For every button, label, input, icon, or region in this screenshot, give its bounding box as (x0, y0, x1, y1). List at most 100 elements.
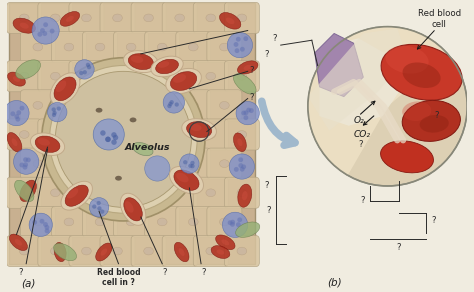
Circle shape (241, 111, 246, 115)
FancyBboxPatch shape (131, 61, 166, 92)
Text: Red blood
cell: Red blood cell (418, 9, 461, 29)
Text: Red blood
cell in ?: Red blood cell in ? (97, 267, 140, 287)
Text: ?: ? (361, 196, 365, 205)
Circle shape (308, 27, 467, 186)
FancyBboxPatch shape (82, 32, 118, 62)
Circle shape (55, 71, 191, 207)
Ellipse shape (7, 133, 22, 152)
Ellipse shape (126, 101, 136, 109)
Ellipse shape (219, 160, 229, 168)
Ellipse shape (58, 248, 63, 256)
Circle shape (23, 162, 28, 167)
Ellipse shape (82, 247, 91, 255)
Ellipse shape (175, 72, 184, 80)
FancyBboxPatch shape (207, 206, 242, 237)
Ellipse shape (113, 72, 122, 80)
Circle shape (43, 222, 48, 227)
Ellipse shape (182, 119, 217, 140)
FancyBboxPatch shape (207, 148, 242, 179)
Ellipse shape (131, 56, 143, 63)
FancyBboxPatch shape (69, 236, 104, 267)
Circle shape (45, 225, 49, 230)
Ellipse shape (50, 14, 60, 22)
Ellipse shape (236, 222, 260, 237)
Circle shape (19, 163, 24, 167)
FancyBboxPatch shape (207, 32, 242, 62)
Ellipse shape (100, 248, 107, 256)
Circle shape (229, 154, 255, 179)
Ellipse shape (381, 44, 462, 100)
Ellipse shape (187, 122, 211, 138)
FancyBboxPatch shape (224, 2, 259, 34)
Ellipse shape (175, 247, 184, 255)
Text: (a): (a) (21, 278, 36, 288)
Circle shape (29, 213, 53, 237)
FancyBboxPatch shape (100, 119, 135, 150)
Circle shape (163, 92, 184, 113)
Ellipse shape (166, 68, 201, 94)
FancyBboxPatch shape (52, 32, 86, 62)
Ellipse shape (206, 72, 216, 80)
Circle shape (246, 108, 251, 112)
Ellipse shape (157, 160, 167, 168)
FancyBboxPatch shape (193, 119, 228, 150)
Ellipse shape (20, 23, 29, 29)
Ellipse shape (33, 218, 43, 226)
Circle shape (23, 165, 27, 170)
FancyBboxPatch shape (193, 177, 228, 208)
Ellipse shape (95, 160, 105, 168)
Circle shape (222, 212, 248, 237)
Ellipse shape (95, 101, 105, 109)
FancyBboxPatch shape (145, 148, 180, 179)
Ellipse shape (50, 72, 60, 80)
Circle shape (243, 36, 248, 41)
Circle shape (49, 65, 197, 213)
Ellipse shape (217, 249, 224, 255)
Ellipse shape (50, 189, 60, 197)
FancyBboxPatch shape (131, 177, 166, 208)
FancyBboxPatch shape (131, 2, 166, 34)
Text: ?: ? (273, 34, 277, 43)
FancyBboxPatch shape (162, 119, 197, 150)
Text: ?: ? (265, 50, 269, 59)
Circle shape (113, 135, 118, 140)
Circle shape (97, 206, 101, 211)
Ellipse shape (64, 218, 74, 226)
FancyBboxPatch shape (7, 119, 42, 150)
Ellipse shape (211, 246, 230, 258)
Ellipse shape (124, 198, 142, 221)
FancyBboxPatch shape (176, 148, 211, 179)
Circle shape (105, 137, 110, 142)
Ellipse shape (50, 247, 60, 255)
FancyBboxPatch shape (193, 236, 228, 267)
Ellipse shape (65, 185, 88, 206)
FancyBboxPatch shape (131, 236, 166, 267)
Circle shape (244, 110, 248, 115)
Circle shape (236, 101, 259, 125)
Polygon shape (319, 38, 402, 126)
Circle shape (236, 222, 241, 227)
Ellipse shape (206, 14, 216, 22)
Ellipse shape (221, 239, 229, 245)
Circle shape (47, 102, 67, 122)
Ellipse shape (189, 218, 198, 226)
FancyBboxPatch shape (114, 90, 148, 121)
Ellipse shape (234, 133, 246, 152)
FancyBboxPatch shape (145, 32, 180, 62)
Ellipse shape (179, 248, 184, 256)
Circle shape (228, 32, 253, 58)
Circle shape (238, 157, 243, 162)
Ellipse shape (175, 131, 184, 138)
Ellipse shape (82, 72, 91, 80)
Ellipse shape (219, 13, 241, 29)
FancyBboxPatch shape (100, 177, 135, 208)
Wedge shape (308, 27, 448, 175)
Ellipse shape (189, 124, 201, 131)
Ellipse shape (219, 101, 229, 109)
Circle shape (111, 140, 117, 145)
Ellipse shape (206, 189, 216, 197)
Circle shape (37, 32, 42, 37)
Circle shape (241, 164, 246, 169)
Ellipse shape (19, 14, 29, 22)
FancyBboxPatch shape (114, 148, 148, 179)
